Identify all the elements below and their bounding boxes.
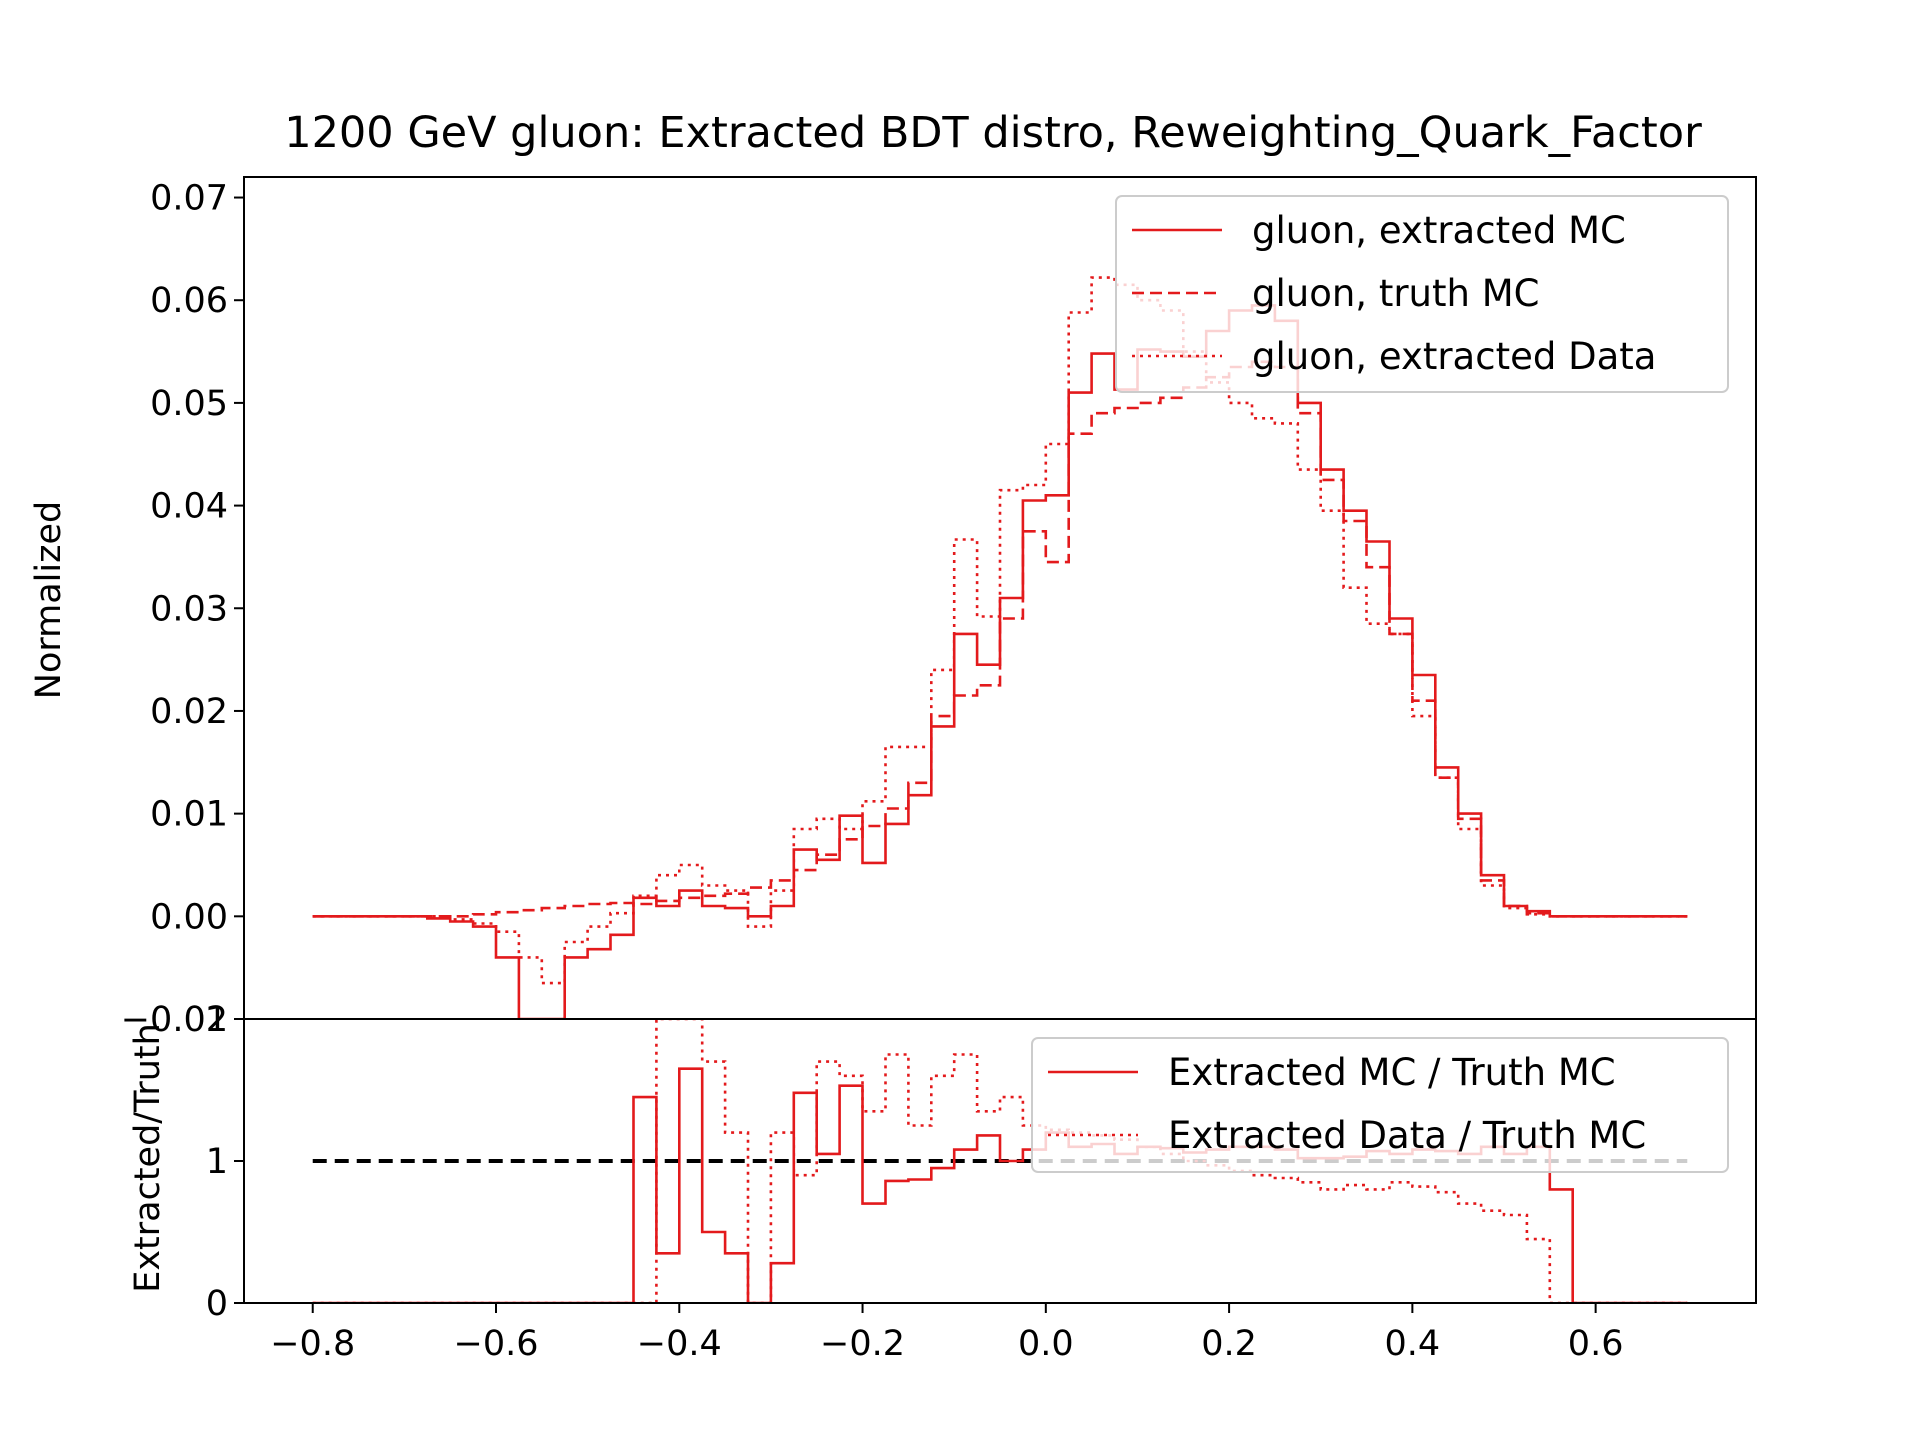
- x-tick-label-5: 0.2: [1201, 1324, 1257, 1364]
- main-panel: −0.01 0.00 0.01 0.02 0.03 0.04 0.05 0.06 0.07 glu…: [121, 176, 1757, 1040]
- main-y-axis-label: Normalized: [29, 501, 69, 699]
- y-tick-label-0-8: 0.07: [150, 179, 228, 219]
- series-line-0-2: [312, 276, 1688, 985]
- plot-area-0: [312, 276, 1688, 1019]
- legend-label-1-0: Extracted MC / Truth MC: [1168, 1051, 1616, 1094]
- y-tick-label-1-0: 0: [206, 1284, 228, 1324]
- legend-label-0-0: gluon, extracted MC: [1252, 209, 1626, 252]
- x-tick-label-4: 0.0: [1018, 1324, 1074, 1364]
- y-tick-label-0-3: 0.02: [150, 692, 228, 732]
- y-tick-label-0-1: 0.00: [150, 897, 228, 937]
- legend-1: Extracted MC / Truth MC Extracted Data / …: [1031, 1037, 1729, 1173]
- x-tick-label-6: 0.4: [1385, 1324, 1441, 1364]
- legend-box-0: [1115, 195, 1729, 393]
- legend-box-1: [1031, 1037, 1729, 1173]
- legend-label-1-1: Extracted Data / Truth MC: [1168, 1114, 1646, 1157]
- y-tick-label-0-4: 0.03: [150, 589, 228, 629]
- x-tick-label-2: −0.4: [637, 1324, 722, 1364]
- x-tick-label-1: −0.6: [454, 1324, 539, 1364]
- y-tick-label-1-1: 1: [206, 1142, 228, 1182]
- legend-label-0-2: gluon, extracted Data: [1252, 335, 1656, 378]
- y-tick-label-0-6: 0.05: [150, 384, 228, 424]
- y-tick-label-1-2: 2: [206, 1000, 228, 1040]
- x-tick-label-0: −0.8: [270, 1324, 355, 1364]
- x-tick-label-7: 0.6: [1568, 1324, 1624, 1364]
- legend-0: gluon, extracted MC gluon, truth MC gluon,…: [1115, 195, 1729, 393]
- ratio-y-axis-label: Extracted/Truth: [128, 1023, 168, 1293]
- y-tick-label-0-0: −0.01: [121, 1000, 228, 1040]
- legend-label-0-1: gluon, truth MC: [1252, 272, 1539, 315]
- y-tick-label-0-2: 0.01: [150, 795, 228, 835]
- y-tick-label-0-7: 0.06: [150, 281, 228, 321]
- x-tick-label-3: −0.2: [820, 1324, 905, 1364]
- ratio-panel: 0 1 2 −0.8 −0.6 −0.4 −0.2 0.0 0.2 0.4 0.6 Extracted…: [206, 1000, 1757, 1364]
- chart-title: 1200 GeV gluon: Extracted BDT distro, Re…: [284, 108, 1702, 158]
- y-tick-label-0-5: 0.04: [150, 487, 228, 527]
